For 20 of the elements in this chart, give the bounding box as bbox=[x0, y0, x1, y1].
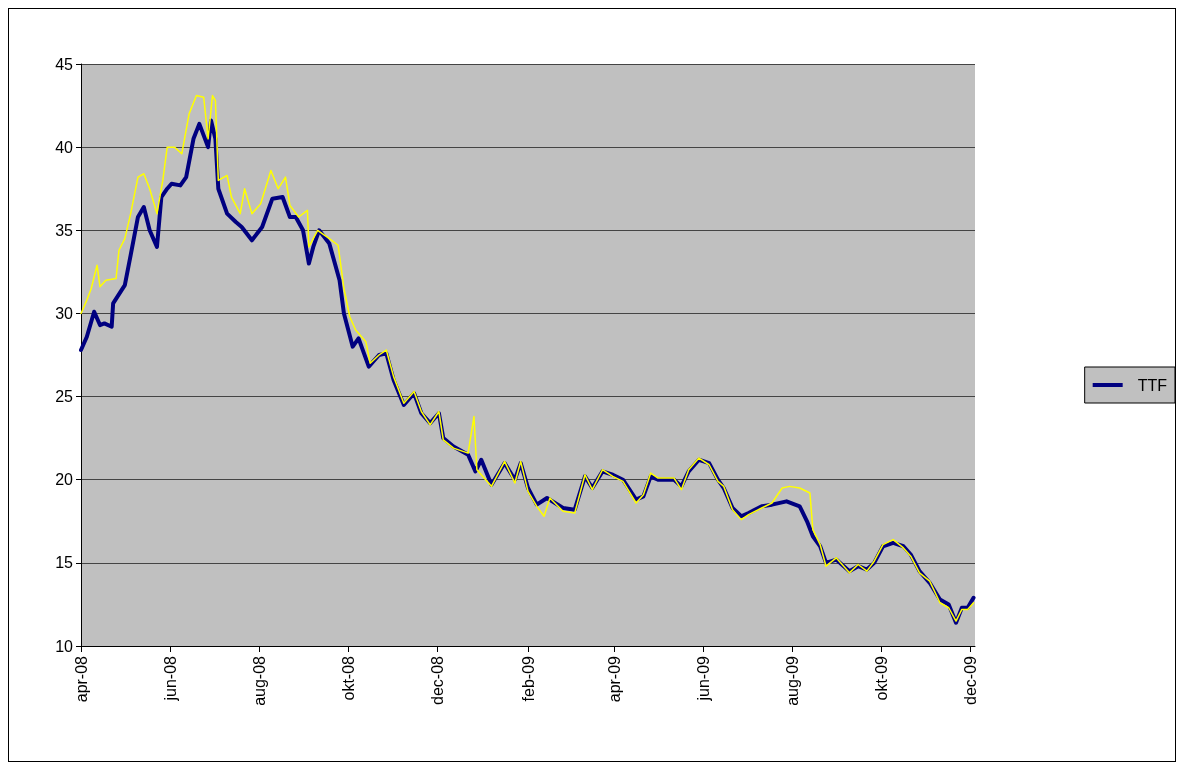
x-tick-label: jun-09 bbox=[694, 655, 712, 702]
x-tick-label: okt-08 bbox=[339, 655, 357, 701]
x-tick-label: dec-09 bbox=[962, 655, 980, 705]
y-tick-label: 25 bbox=[55, 388, 74, 406]
x-tick-label: apr-08 bbox=[72, 655, 90, 703]
y-tick-label: 40 bbox=[55, 138, 74, 156]
y-tick-label: 10 bbox=[55, 637, 74, 655]
x-tick-label: dec-08 bbox=[428, 655, 446, 705]
y-tick-label: 45 bbox=[55, 55, 74, 73]
x-tick-label: feb-09 bbox=[519, 655, 537, 702]
y-tick-label: 20 bbox=[55, 471, 74, 489]
legend-label: TTF bbox=[1137, 376, 1168, 394]
x-tick-label: aug-08 bbox=[250, 655, 268, 706]
x-tick-label: okt-09 bbox=[873, 655, 891, 701]
x-tick-label: aug-09 bbox=[783, 655, 801, 706]
y-tick-label: 35 bbox=[55, 221, 74, 239]
x-tick-label: apr-09 bbox=[605, 655, 623, 703]
y-tick-label: 30 bbox=[55, 304, 74, 322]
y-tick-label: 15 bbox=[55, 554, 74, 572]
x-tick-label: jun-08 bbox=[161, 655, 179, 702]
